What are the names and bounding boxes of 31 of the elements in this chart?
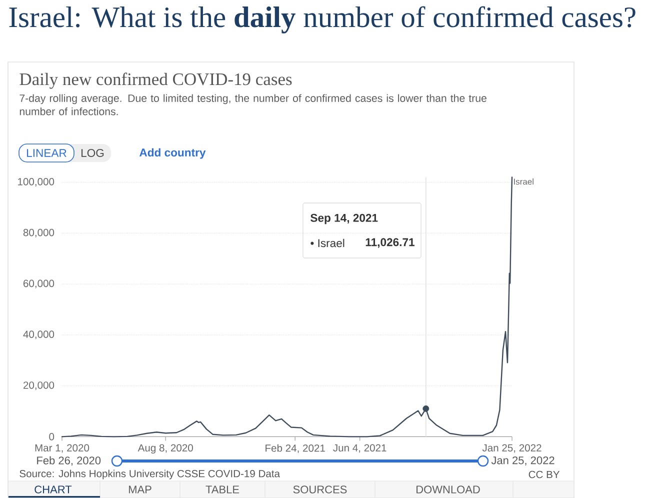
x-tick-label: Mar 1, 2020 xyxy=(35,444,90,453)
text: DOWNLOAD xyxy=(416,486,480,494)
text: Add country xyxy=(139,148,206,159)
annotation: 11,026.71 xyxy=(366,238,414,248)
chart-subtitle: Daily new confirmed COVID-19 cases xyxy=(20,72,292,89)
line-series xyxy=(61,176,513,438)
y-tick-label: 80,000 xyxy=(23,228,54,238)
text: Feb 26, 2020 xyxy=(37,456,101,466)
text: CC BY xyxy=(528,470,560,478)
text: LINEAR xyxy=(27,149,66,157)
chart-title: Israel: What is the daily number of confirmed cases? xyxy=(9,6,636,34)
y-tick-label: 40,000 xyxy=(23,330,54,340)
x-tick-label: Aug 8, 2020 xyxy=(138,444,193,454)
x-tick-label: Jun 4, 2021 xyxy=(333,444,386,453)
text: TABLE xyxy=(206,486,240,494)
text: LOG xyxy=(81,148,104,157)
series-label: Israel xyxy=(514,178,534,185)
annotation: Sep 14, 2021 xyxy=(310,214,378,224)
text: Jan 25, 2022 xyxy=(491,456,554,466)
x-tick-label: Jan 25, 2022 xyxy=(482,444,542,453)
x-tick-label: Feb 24, 2021 xyxy=(266,444,325,453)
y-tick-label: 100,000 xyxy=(18,178,54,187)
text: CHART xyxy=(34,486,72,494)
source-note: Source: Johns Hopkins University CSSE COVID-19 Data xyxy=(20,470,280,480)
text: 7-day rolling average. Due to limited testing, the number of confirmed cases is lower than the true number of infections. xyxy=(20,94,486,116)
y-tick-label: 0 xyxy=(49,433,54,440)
y-tick-label: 60,000 xyxy=(23,280,54,288)
text: SOURCES xyxy=(293,486,347,494)
text: MAP xyxy=(128,486,152,494)
y-tick-label: 20,000 xyxy=(23,382,54,390)
annotation: • Israel xyxy=(310,238,344,248)
